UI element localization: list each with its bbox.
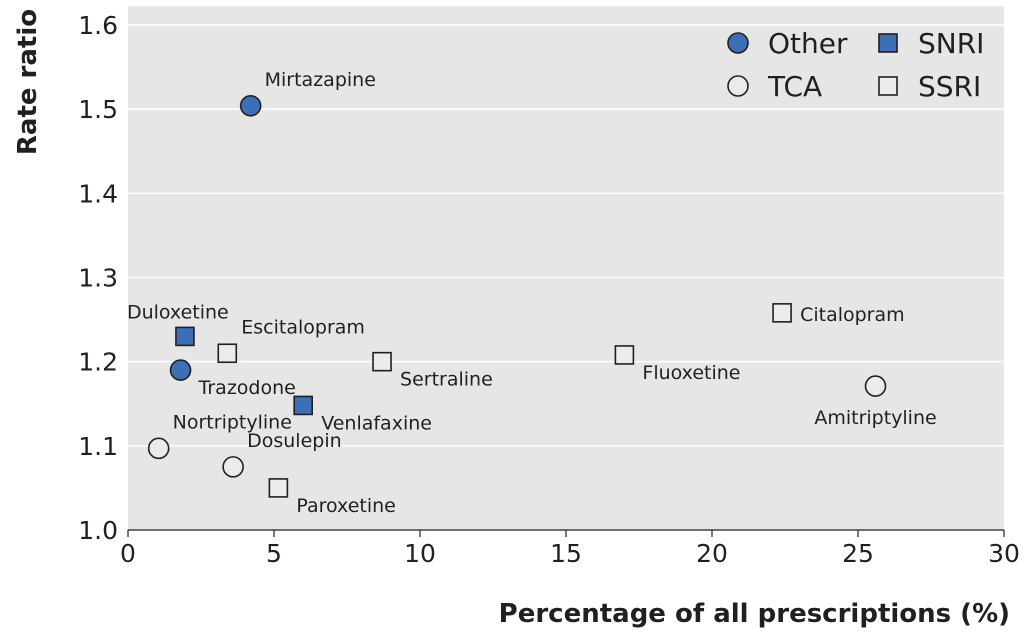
data-point-venlafaxine — [293, 395, 314, 416]
x-tick-label: 0 — [120, 539, 136, 568]
data-points: Mirtazapine Trazodone Duloxetine Venlafaxin… — [127, 69, 937, 517]
data-point-escitalopram — [217, 343, 238, 364]
data-point-nortriptyline — [147, 437, 170, 460]
x-tick-label: 10 — [404, 539, 436, 568]
x-tick-label: 5 — [266, 539, 282, 568]
data-point-dosulepin — [222, 456, 244, 478]
x-tick-label: 30 — [988, 539, 1020, 568]
data-point-fluoxetine — [614, 345, 635, 365]
x-tick-labels: 0 5 10 15 20 25 30 — [120, 529, 1020, 568]
legend-marker — [727, 32, 749, 54]
legend-marker — [878, 76, 898, 96]
legend-marker — [727, 75, 749, 97]
legend-marker — [878, 33, 898, 53]
data-point-mirtazapine — [239, 95, 262, 117]
data-point-citalopram — [772, 303, 792, 323]
point-label: Amitriptyline — [814, 407, 936, 429]
x-tick-label: 25 — [842, 539, 874, 568]
point-label: Dosulepin — [247, 430, 342, 452]
y-tick-label: 1.3 — [78, 264, 118, 293]
y-tick-label: 1.6 — [78, 11, 118, 40]
point-label: Venlafaxine — [321, 412, 432, 434]
legend-label: SNRI — [918, 27, 984, 60]
point-label: Paroxetine — [296, 495, 396, 517]
data-point-paroxetine — [268, 478, 289, 498]
point-label: Sertraline — [400, 369, 493, 391]
x-tick-label: 20 — [696, 539, 728, 568]
legend-label: TCA — [767, 70, 822, 103]
legend-label: SSRI — [918, 70, 981, 103]
y-tick-label: 1.0 — [78, 516, 118, 545]
data-point-trazodone — [169, 359, 192, 381]
y-tick-label: 1.5 — [78, 95, 118, 124]
data-point-duloxetine — [175, 326, 195, 347]
y-axis-title: Rate ratio — [13, 9, 43, 155]
data-point-amitriptyline — [864, 375, 887, 397]
grid-lines — [128, 24, 1004, 447]
y-tick-labels: 1.0 1.1 1.2 1.3 1.4 1.5 1.6 — [78, 11, 118, 545]
point-label: Citalopram — [800, 304, 905, 326]
point-label: Trazodone — [198, 377, 296, 399]
legend: Other SNRI TCA SSRI — [727, 27, 984, 103]
point-label: Duloxetine — [127, 301, 229, 323]
x-tick-label: 15 — [550, 539, 582, 568]
data-point-sertraline — [372, 351, 392, 372]
point-label: Escitalopram — [241, 316, 365, 338]
point-label: Mirtazapine — [265, 69, 376, 91]
point-label: Nortriptyline — [173, 411, 292, 433]
plot-background — [128, 6, 1004, 530]
y-tick-label: 1.4 — [78, 179, 118, 208]
x-axis-title: Percentage of all prescriptions (%) — [499, 599, 1010, 629]
legend-label: Other — [768, 27, 848, 60]
point-label: Fluoxetine — [642, 362, 740, 384]
y-tick-label: 1.2 — [78, 348, 118, 377]
y-tick-label: 1.1 — [78, 432, 118, 461]
